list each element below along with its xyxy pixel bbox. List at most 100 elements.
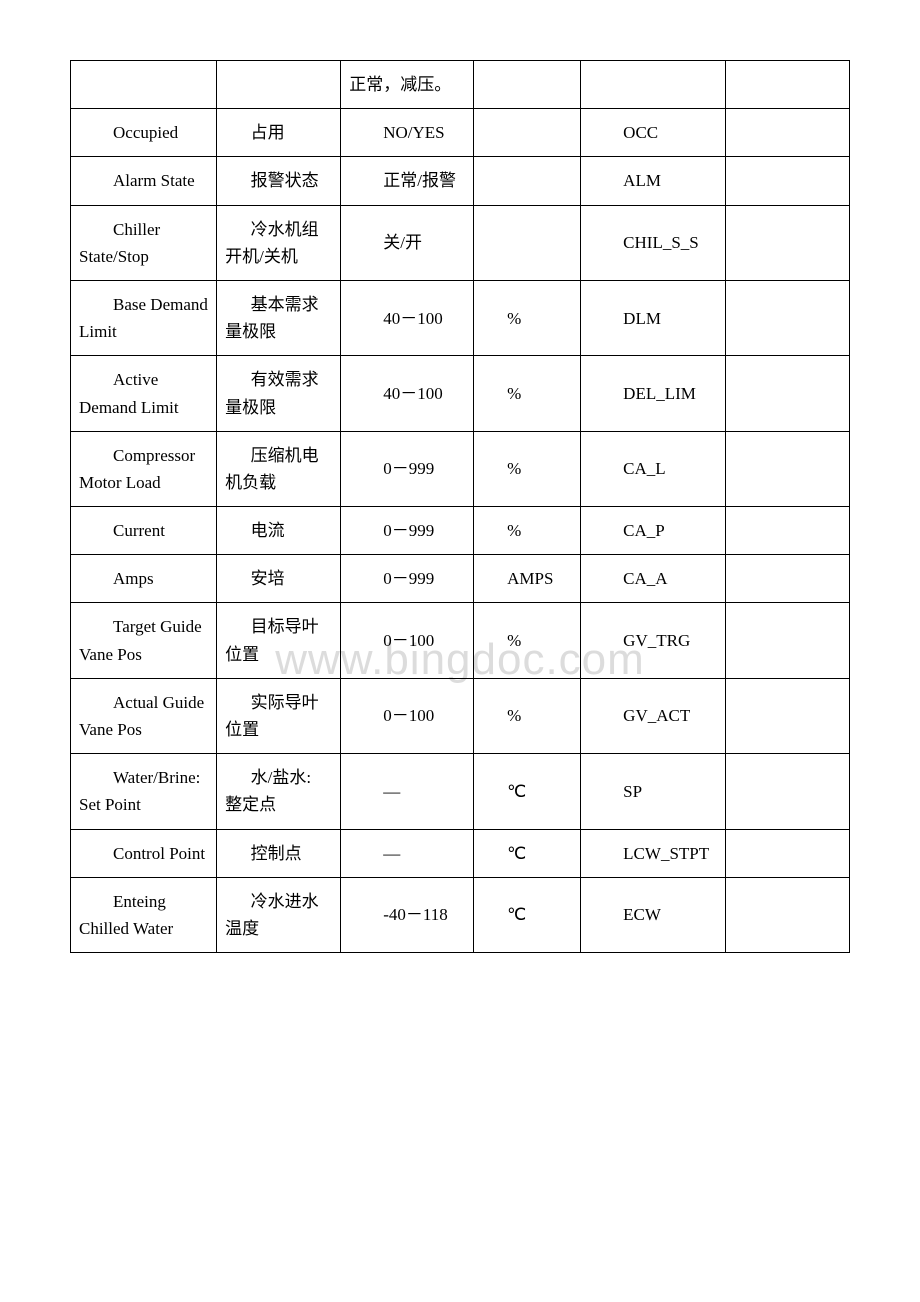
cell-unit	[473, 157, 581, 205]
cell-param-cn: 冷水进水温度	[217, 877, 341, 952]
cell-code: CHIL_S_S	[581, 205, 726, 280]
cell-param-en: Water/Brine: Set Point	[71, 754, 217, 829]
cell-range: 正常/报警	[341, 157, 473, 205]
cell-param-en	[71, 61, 217, 109]
cell-range: 40－100	[341, 356, 473, 431]
cell-param-en: Actual Guide Vane Pos	[71, 678, 217, 753]
table-row: Base Demand Limit 基本需求量极限 40－100 % DLM	[71, 280, 850, 355]
cell-code: GV_TRG	[581, 603, 726, 678]
cell-param-en: Occupied	[71, 109, 217, 157]
cell-code	[581, 61, 726, 109]
table-container: 正常，减压。 Occupied 占用 NO/YES OCC Alarm Stat…	[70, 60, 850, 953]
cell-code: DEL_LIM	[581, 356, 726, 431]
cell-param-cn: 控制点	[217, 829, 341, 877]
cell-notes	[725, 109, 849, 157]
cell-notes	[725, 507, 849, 555]
table-row: Actual Guide Vane Pos 实际导叶位置 0－100 % GV_…	[71, 678, 850, 753]
cell-param-cn: 报警状态	[217, 157, 341, 205]
cell-range: -40－118	[341, 877, 473, 952]
cell-param-en: Alarm State	[71, 157, 217, 205]
cell-code: OCC	[581, 109, 726, 157]
cell-param-en: Amps	[71, 555, 217, 603]
cell-param-en: Chiller State/Stop	[71, 205, 217, 280]
table-row: Current 电流 0－999 % CA_P	[71, 507, 850, 555]
cell-param-cn: 安培	[217, 555, 341, 603]
cell-code: SP	[581, 754, 726, 829]
cell-unit: %	[473, 678, 581, 753]
cell-range: 0－999	[341, 507, 473, 555]
cell-code: GV_ACT	[581, 678, 726, 753]
cell-range: 0－100	[341, 678, 473, 753]
cell-param-en: Active Demand Limit	[71, 356, 217, 431]
cell-notes	[725, 829, 849, 877]
table-row: 正常，减压。	[71, 61, 850, 109]
cell-notes	[725, 61, 849, 109]
cell-param-cn: 实际导叶位置	[217, 678, 341, 753]
cell-param-en: Current	[71, 507, 217, 555]
cell-range: 正常，减压。	[341, 61, 473, 109]
cell-unit	[473, 61, 581, 109]
cell-code: ALM	[581, 157, 726, 205]
cell-notes	[725, 431, 849, 506]
cell-param-en: Base Demand Limit	[71, 280, 217, 355]
cell-range: 关/开	[341, 205, 473, 280]
cell-code: ECW	[581, 877, 726, 952]
parameter-table: 正常，减压。 Occupied 占用 NO/YES OCC Alarm Stat…	[70, 60, 850, 953]
cell-param-cn: 占用	[217, 109, 341, 157]
table-row: Water/Brine: Set Point 水/盐水: 整定点 — ℃ SP	[71, 754, 850, 829]
cell-notes	[725, 555, 849, 603]
cell-range: NO/YES	[341, 109, 473, 157]
cell-param-en: Control Point	[71, 829, 217, 877]
table-row: Control Point 控制点 — ℃ LCW_STPT	[71, 829, 850, 877]
cell-range: 40－100	[341, 280, 473, 355]
cell-param-cn: 电流	[217, 507, 341, 555]
cell-param-en: Compressor Motor Load	[71, 431, 217, 506]
cell-unit	[473, 205, 581, 280]
cell-unit: %	[473, 280, 581, 355]
cell-unit: %	[473, 603, 581, 678]
cell-param-cn: 压缩机电机负载	[217, 431, 341, 506]
cell-range: 0－100	[341, 603, 473, 678]
cell-code: CA_L	[581, 431, 726, 506]
cell-unit: AMPS	[473, 555, 581, 603]
cell-unit	[473, 109, 581, 157]
cell-unit: ℃	[473, 877, 581, 952]
table-row: Occupied 占用 NO/YES OCC	[71, 109, 850, 157]
cell-range: —	[341, 829, 473, 877]
cell-range: —	[341, 754, 473, 829]
table-row: Alarm State 报警状态 正常/报警 ALM	[71, 157, 850, 205]
table-row: Enteing Chilled Water 冷水进水温度 -40－118 ℃ E…	[71, 877, 850, 952]
cell-range: 0－999	[341, 555, 473, 603]
cell-notes	[725, 157, 849, 205]
cell-param-cn: 有效需求量极限	[217, 356, 341, 431]
cell-param-cn	[217, 61, 341, 109]
cell-code: CA_A	[581, 555, 726, 603]
cell-notes	[725, 678, 849, 753]
table-row: Amps 安培 0－999 AMPS CA_A	[71, 555, 850, 603]
cell-notes	[725, 356, 849, 431]
cell-param-cn: 冷水机组开机/关机	[217, 205, 341, 280]
cell-param-cn: 水/盐水: 整定点	[217, 754, 341, 829]
cell-code: LCW_STPT	[581, 829, 726, 877]
cell-param-cn: 目标导叶位置	[217, 603, 341, 678]
cell-param-en: Target Guide Vane Pos	[71, 603, 217, 678]
cell-param-cn: 基本需求量极限	[217, 280, 341, 355]
cell-notes	[725, 205, 849, 280]
cell-unit: %	[473, 431, 581, 506]
table-row: Target Guide Vane Pos 目标导叶位置 0－100 % GV_…	[71, 603, 850, 678]
table-row: Compressor Motor Load 压缩机电机负载 0－999 % CA…	[71, 431, 850, 506]
cell-notes	[725, 877, 849, 952]
cell-param-en: Enteing Chilled Water	[71, 877, 217, 952]
cell-range: 0－999	[341, 431, 473, 506]
cell-code: CA_P	[581, 507, 726, 555]
table-row: Active Demand Limit 有效需求量极限 40－100 % DEL…	[71, 356, 850, 431]
cell-unit: ℃	[473, 754, 581, 829]
cell-notes	[725, 754, 849, 829]
cell-code: DLM	[581, 280, 726, 355]
cell-unit: ℃	[473, 829, 581, 877]
cell-notes	[725, 603, 849, 678]
cell-unit: %	[473, 507, 581, 555]
cell-notes	[725, 280, 849, 355]
table-row: Chiller State/Stop 冷水机组开机/关机 关/开 CHIL_S_…	[71, 205, 850, 280]
cell-unit: %	[473, 356, 581, 431]
